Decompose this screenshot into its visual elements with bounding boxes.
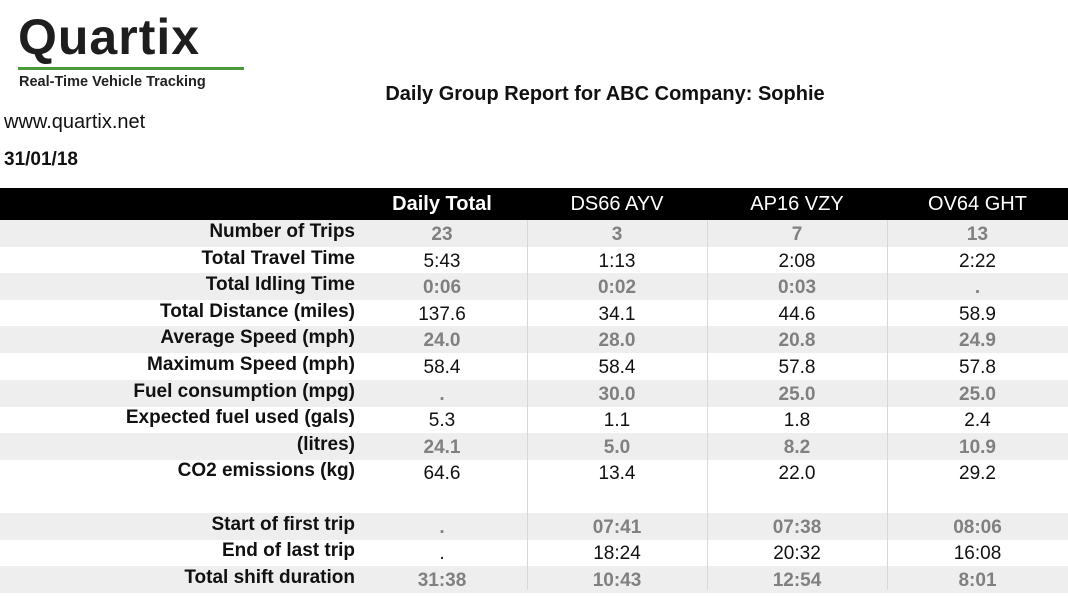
cell: 20:32 [773,543,821,565]
column-header: DS66 AYV [570,193,664,215]
row-label: Average Speed (mph) [160,327,355,349]
row-label: Total Idling Time [205,274,355,296]
cell: 07:41 [592,516,642,538]
cell: 2:22 [959,250,996,272]
cell: . [439,543,445,565]
cell: 2.4 [964,410,991,432]
cell: 07:38 [772,516,822,538]
row-label: Fuel consumption (mpg) [133,380,355,402]
column-divider [887,220,888,590]
cell: 2:08 [778,250,816,272]
cell: 08:06 [953,516,1002,538]
cell: 58.4 [598,357,636,378]
row-label: Maximum Speed (mph) [147,354,355,375]
row-label: Total Travel Time [201,247,355,269]
cell: 29.2 [959,463,996,485]
logo: Quartix [18,9,201,65]
cell: 34.1 [598,303,636,325]
cell: . [974,277,981,299]
logo-bar [18,67,244,70]
row-label: Number of Trips [209,221,355,242]
column-divider [707,220,708,590]
row-label: Total shift duration [184,566,355,588]
cell: 20.8 [778,330,816,352]
tagline: Real-Time Vehicle Tracking [19,74,206,90]
cell: 5.3 [428,410,456,432]
cell: 44.6 [778,303,816,325]
cell: 28.0 [598,330,636,352]
cell: 13.4 [598,463,636,485]
report-date: 31/01/18 [4,149,78,170]
cell: 25.0 [778,383,816,405]
cell: 137.6 [418,303,466,325]
table-row [0,379,1068,407]
cell: 13 [966,224,989,245]
cell: 24.0 [423,330,461,352]
cell: 1:13 [598,250,636,272]
cell: 25.0 [959,383,996,405]
cell: 64.6 [423,463,461,485]
cell: 24.1 [423,436,461,458]
cell: 57.8 [959,357,996,378]
cell: 1.1 [603,410,631,432]
cell: 8:01 [958,569,997,591]
cell: . [439,383,445,405]
row-label: (litres) [296,433,355,455]
cell: 1.8 [783,410,811,432]
cell: 12:54 [772,569,822,591]
cell: 3 [611,224,623,245]
cell: 5:43 [423,250,461,272]
cell: . [439,516,445,538]
cell: 8.2 [783,436,811,458]
cell: 24.9 [959,330,996,352]
cell: 31:38 [417,569,467,591]
table-header [0,188,1068,220]
cell: 18:24 [593,543,641,565]
table-row [0,432,1068,460]
website: www.quartix.net [4,111,146,133]
cell: 22.0 [778,463,816,485]
cell: 58.4 [423,357,461,378]
cell: 16:08 [953,543,1002,565]
cell: 0:02 [597,277,637,299]
cell: 30.0 [598,383,636,405]
report-title: Daily Group Report for ABC Company: Soph… [385,83,825,105]
table-row [0,326,1068,354]
row-label: Start of first trip [211,513,355,535]
cell: 10.9 [959,436,996,458]
table-row [0,220,1068,247]
table-row [0,273,1068,301]
row-label: Expected fuel used (gals) [125,407,355,429]
page: {"header": {"logo": "Quartix", "tagline"… [0,9,1068,593]
cell: 0:03 [777,277,817,299]
row-label: Total Distance (miles) [160,300,355,322]
cell: 0:06 [422,277,462,299]
column-header: OV64 GHT [928,193,1027,215]
cell: 5.0 [603,436,631,458]
column-divider [527,220,528,590]
row-label: End of last trip [222,540,355,562]
column-header: AP16 VZY [750,193,844,215]
cell: 7 [791,224,803,245]
cell: 58.9 [959,303,996,325]
cell: 57.8 [778,357,816,378]
cell: 10:43 [592,569,642,591]
cell: 23 [431,224,453,245]
row-label: CO2 emissions (kg) [177,460,355,482]
table-row [0,512,1068,540]
column-header: Daily Total [392,193,492,215]
